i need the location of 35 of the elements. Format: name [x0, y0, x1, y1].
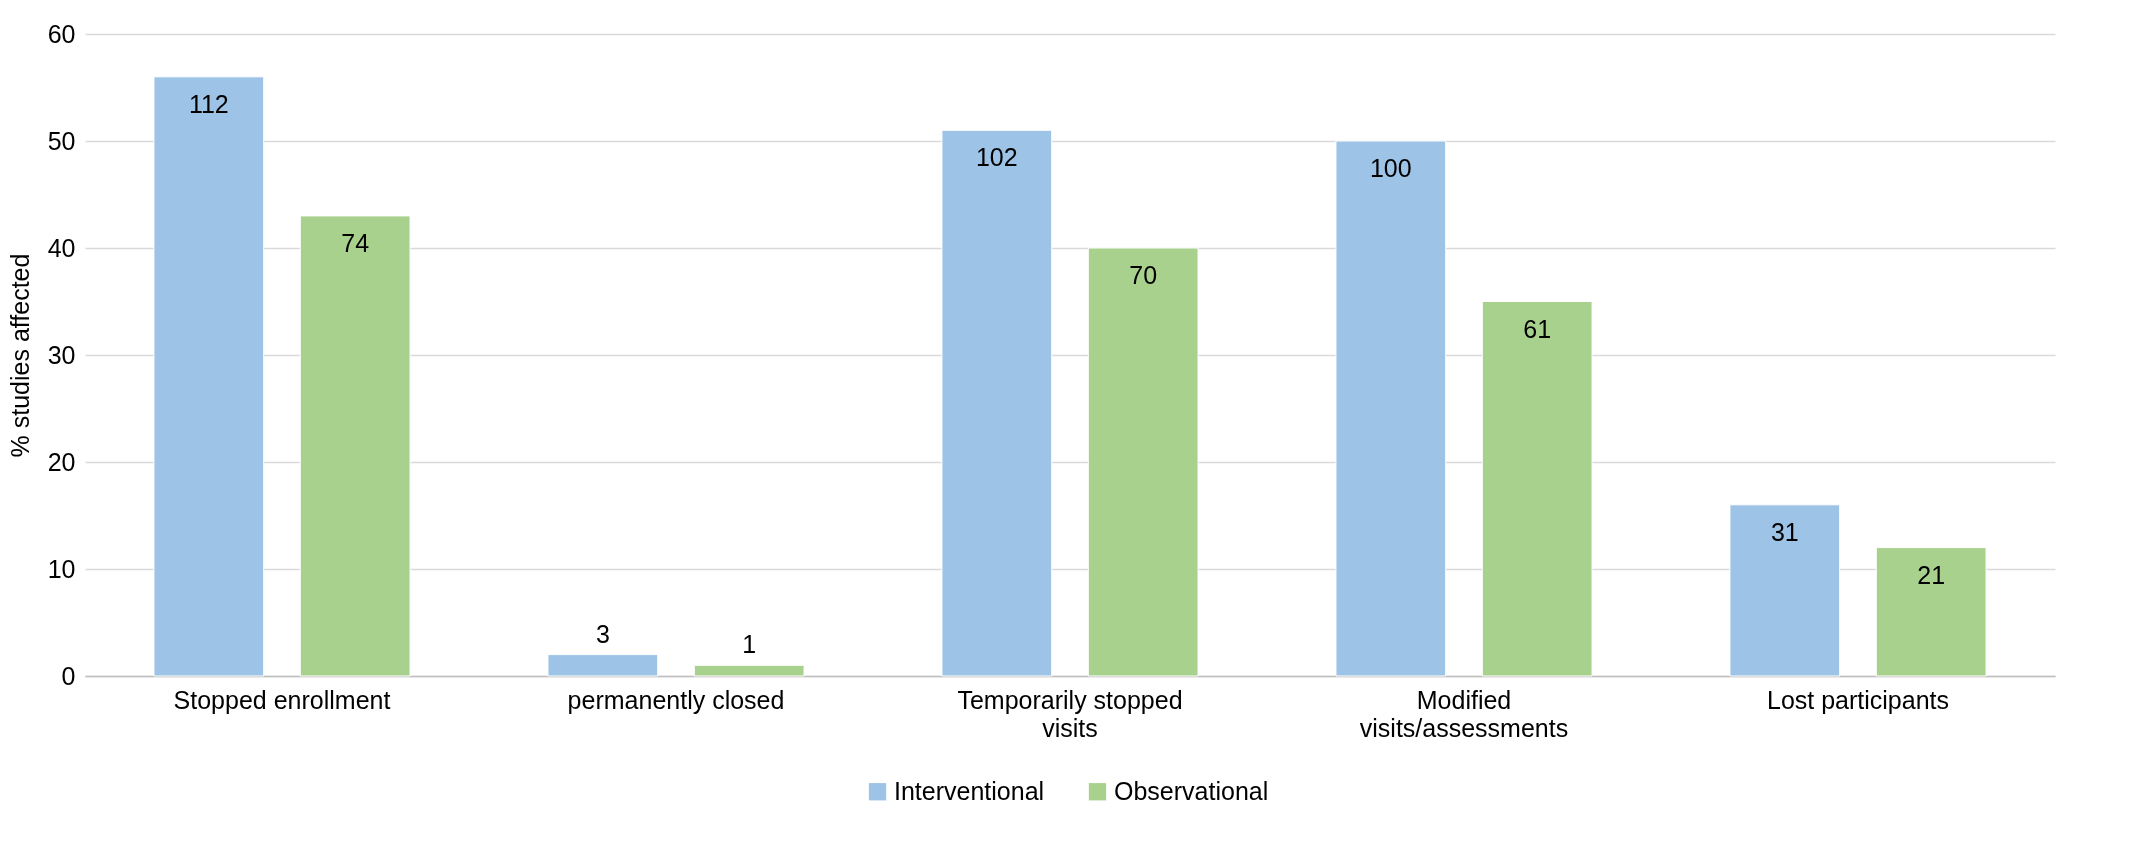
y-tick-label: 60 [47, 19, 76, 48]
bar [693, 664, 805, 677]
x-tick-label: Modified visits/assessments [1359, 685, 1569, 742]
y-tick-label: 30 [47, 340, 76, 369]
bar [941, 129, 1053, 677]
x-tick-label: permanently closed [567, 685, 785, 714]
y-tick-label: 20 [47, 447, 76, 476]
annotation: 102 [975, 143, 1018, 172]
y-tick-label: 0 [61, 661, 76, 690]
legend-label: Observational [1114, 776, 1269, 805]
bar [1335, 140, 1447, 677]
y-tick-label: 50 [47, 126, 76, 155]
bar [1481, 301, 1593, 677]
annotation: 74 [341, 228, 370, 257]
annotation: 31 [1770, 517, 1799, 546]
bar [153, 76, 265, 677]
annotation: 61 [1523, 314, 1552, 343]
bar [299, 215, 411, 677]
annotation: 21 [1917, 560, 1946, 589]
annotation: 70 [1129, 261, 1158, 289]
x-tick-label: Temporarily stopped visits [957, 685, 1183, 742]
y-tick-label: 10 [47, 554, 76, 583]
y-tick-label: 40 [47, 233, 76, 262]
legend-label: Interventional [894, 776, 1045, 805]
annotation: 1 [742, 630, 757, 659]
x-tick-label: Lost participants [1766, 685, 1950, 714]
bar [547, 654, 659, 677]
y-axis-title: % studies affected [5, 253, 34, 458]
annotation: 3 [595, 619, 610, 648]
annotation: 100 [1369, 154, 1412, 182]
annotation: 112 [188, 89, 229, 118]
bar [1729, 504, 1841, 677]
x-tick-label: Stopped enrollment [173, 685, 391, 714]
bar [1087, 247, 1199, 677]
bar [1875, 547, 1987, 677]
